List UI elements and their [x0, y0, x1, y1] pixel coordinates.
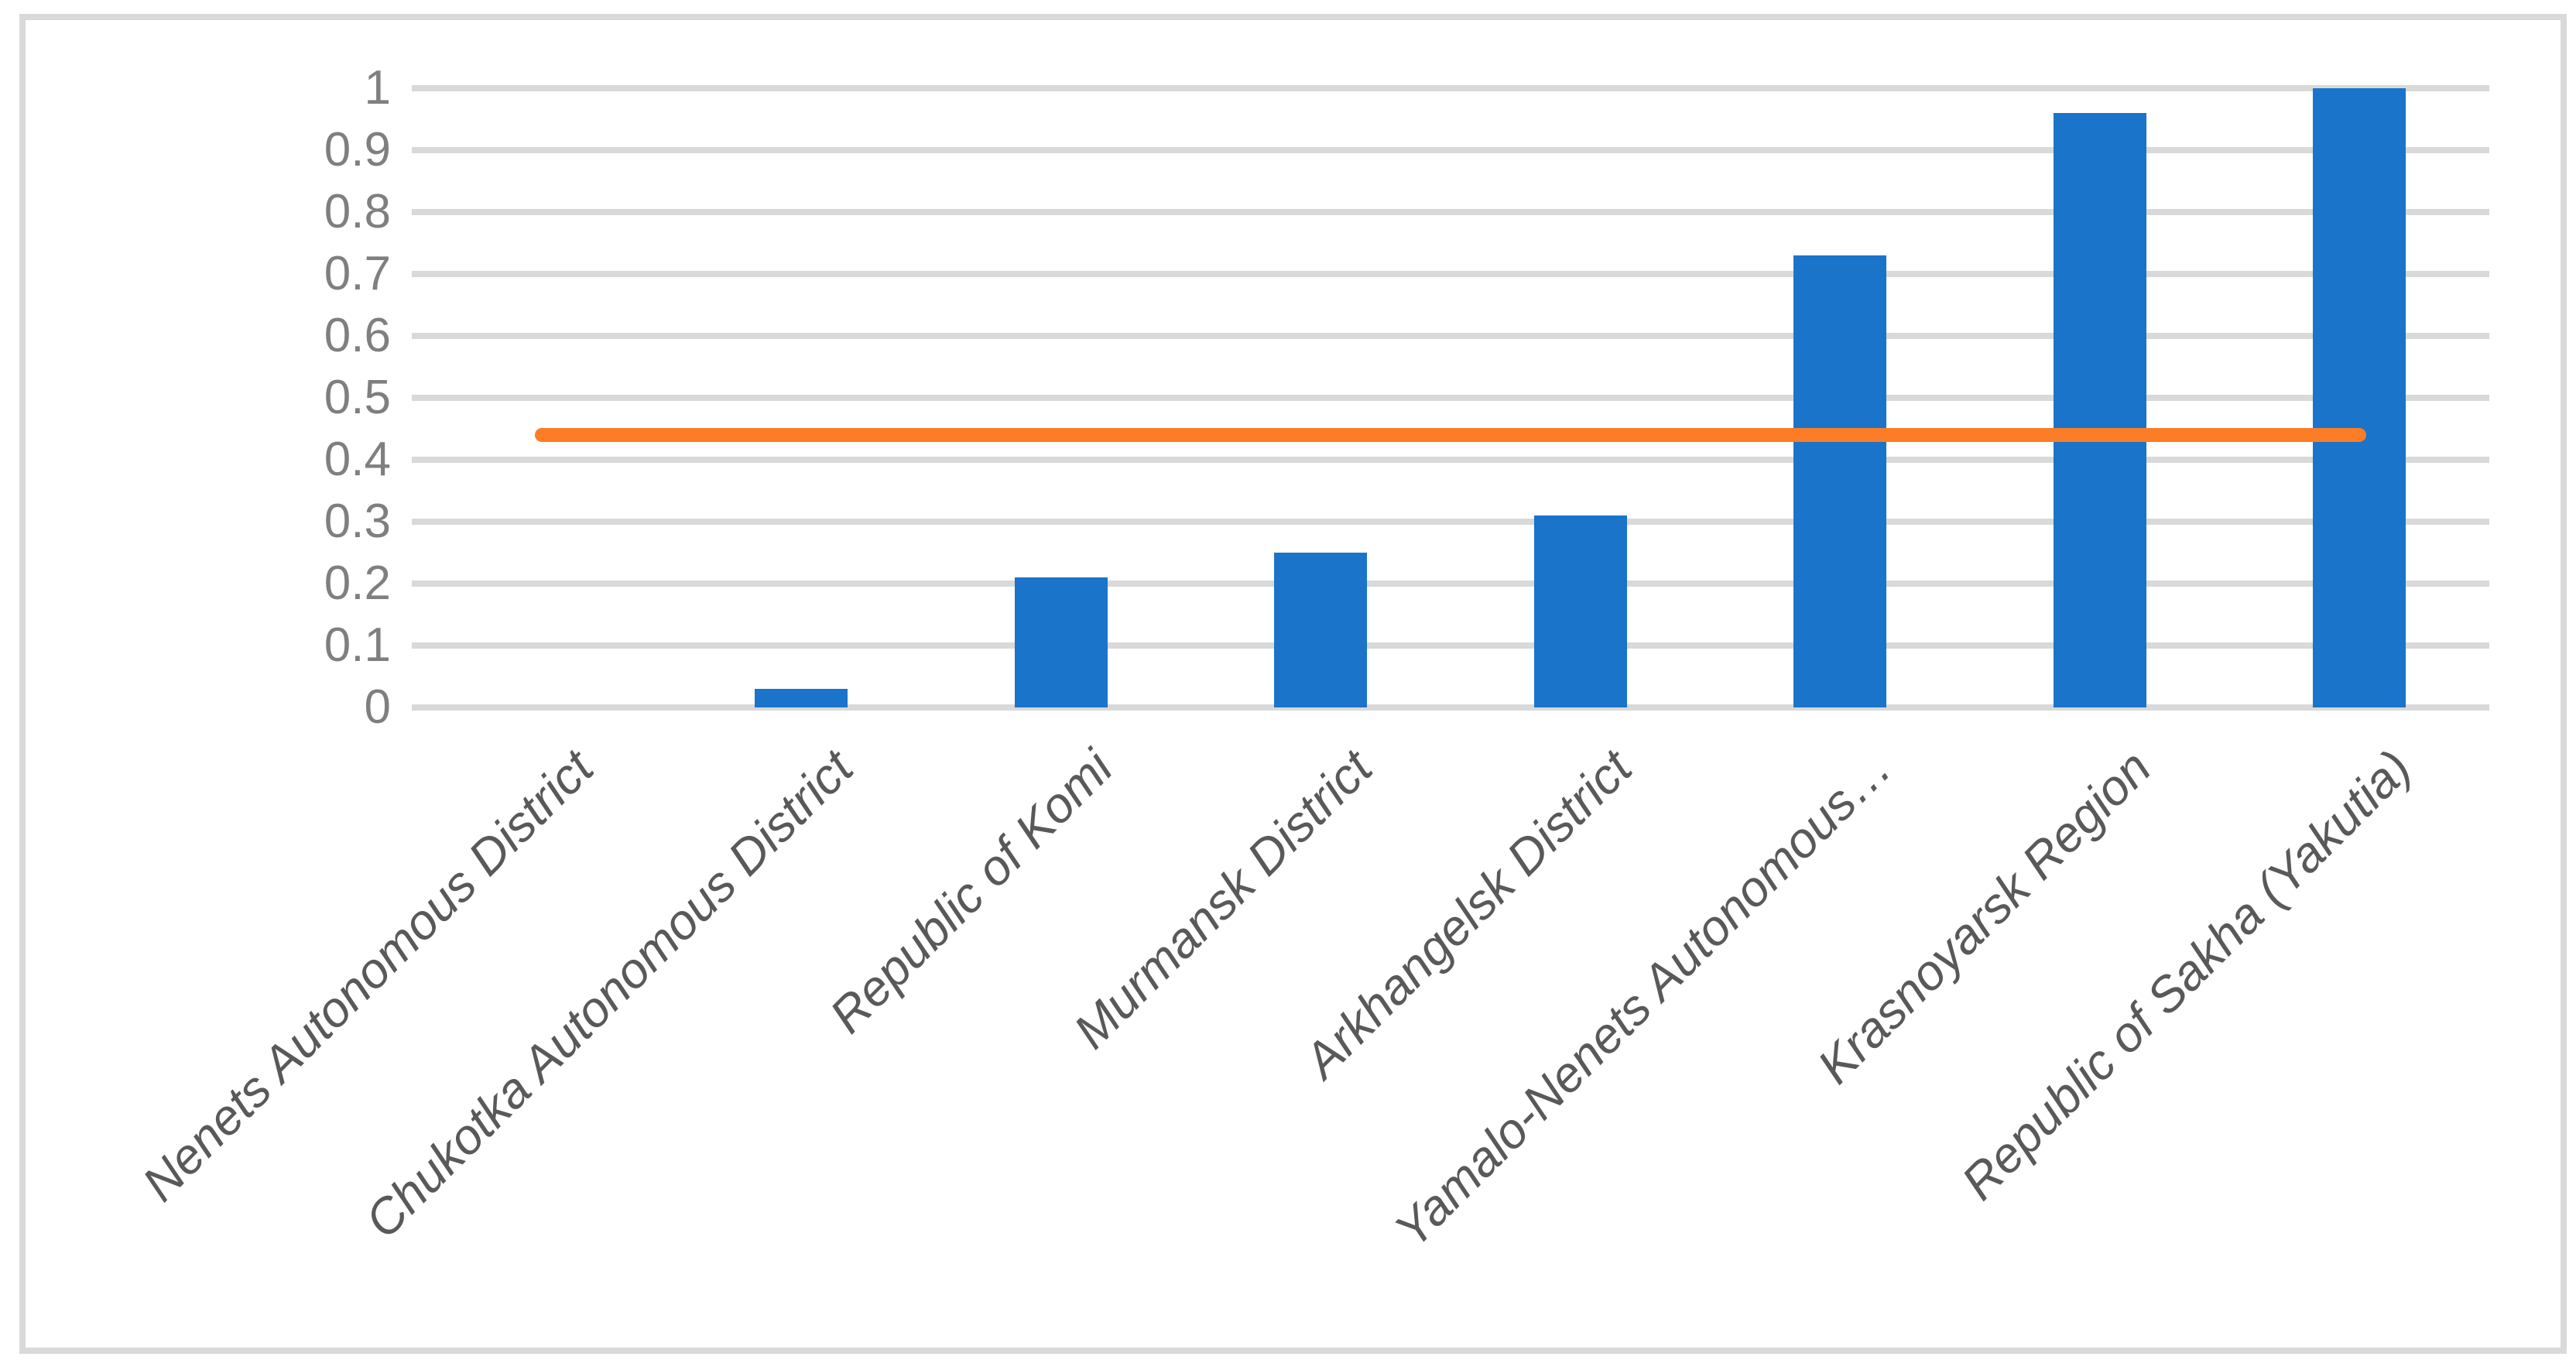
gridline-0.5 — [412, 395, 2489, 401]
gridline-0.4 — [412, 457, 2489, 463]
y-tick-label-0.8: 0.8 — [324, 185, 391, 238]
gridline-0 — [412, 704, 2489, 711]
x-category-label-republic-of-sakha-yakutia: Republic of Sakha (Yakutia) — [1950, 739, 2422, 1211]
gridline-0.6 — [412, 333, 2489, 339]
bar-yamalo-nenets-autonomous — [1793, 255, 1887, 707]
y-tick-label-0.6: 0.6 — [324, 309, 391, 362]
gridline-0.2 — [412, 581, 2489, 587]
gridline-1 — [412, 85, 2489, 91]
bar-arkhangelsk-district — [1533, 515, 1627, 707]
y-tick-label-0.5: 0.5 — [324, 371, 391, 424]
y-tick-label-0.3: 0.3 — [324, 495, 391, 548]
y-tick-label-0: 0 — [364, 680, 391, 734]
gridline-0.9 — [412, 147, 2489, 153]
x-category-label-chukotka-autonomous-district: Chukotka Autonomous District — [354, 739, 864, 1249]
x-category-label-yamalo-nenets-autonomous: Yamalo-Nenets Autonomous… — [1383, 739, 1903, 1258]
y-tick-label-0.2: 0.2 — [324, 557, 391, 610]
gridline-0.1 — [412, 642, 2489, 649]
gridline-0.8 — [412, 209, 2489, 215]
y-tick-label-0.1: 0.1 — [324, 618, 391, 672]
bar-chukotka-autonomous-district — [755, 689, 848, 707]
y-tick-label-0.7: 0.7 — [324, 247, 391, 300]
y-tick-label-0.9: 0.9 — [324, 123, 391, 176]
bar-murmansk-district — [1274, 553, 1368, 707]
bar-krasnoyarsk-region — [2053, 113, 2146, 707]
x-category-label-republic-of-komi: Republic of Komi — [818, 739, 1123, 1044]
gridline-0.7 — [412, 271, 2489, 277]
bar-republic-of-sakha-yakutia — [2313, 88, 2406, 707]
bar-republic-of-komi — [1014, 577, 1108, 707]
y-tick-label-1: 1 — [364, 61, 391, 115]
y-tick-label-0.4: 0.4 — [324, 433, 391, 486]
gridline-0.3 — [412, 519, 2489, 525]
x-category-label-nenets-autonomous-district: Nenets Autonomous District — [131, 739, 604, 1212]
reference-line — [534, 428, 2367, 442]
